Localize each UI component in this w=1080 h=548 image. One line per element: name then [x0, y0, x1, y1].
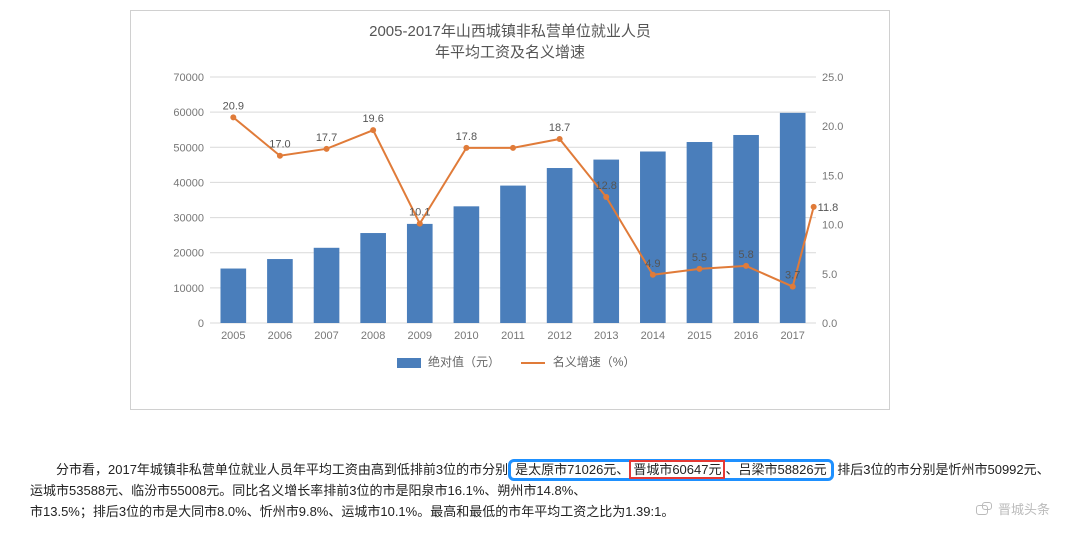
svg-text:25.0: 25.0 — [822, 72, 843, 84]
wechat-icon — [976, 502, 992, 516]
legend-line-swatch — [521, 362, 545, 364]
svg-text:0.0: 0.0 — [822, 318, 837, 330]
para-t2: 是太原市71026元、 — [515, 462, 629, 477]
svg-text:20.9: 20.9 — [223, 100, 244, 112]
chart-card: 2005-2017年山西城镇非私营单位就业人员 年平均工资及名义增速 0 1000… — [130, 10, 890, 410]
svg-text:15.0: 15.0 — [822, 170, 843, 182]
watermark-text: 晋城头条 — [998, 499, 1050, 518]
highlight-blue: 是太原市71026元、晋城市60647元、吕梁市58826元 — [508, 459, 833, 481]
svg-text:5.5: 5.5 — [692, 252, 707, 264]
svg-text:30000: 30000 — [173, 213, 204, 225]
svg-text:18.7: 18.7 — [549, 122, 570, 134]
legend-bar-swatch — [397, 358, 421, 368]
svg-text:70000: 70000 — [173, 72, 204, 84]
chart-plot: 0 10000 20000 30000 40000 50000 60000 70000 0.0 5… — [160, 69, 860, 349]
svg-text:19.6: 19.6 — [362, 113, 383, 125]
svg-text:50000: 50000 — [173, 142, 204, 154]
svg-text:10000: 10000 — [173, 283, 204, 295]
para-t5: 市13.5%；排后3位的市是大同市8.0%、忻州市9.8%、运城市10.1%。最… — [30, 504, 674, 519]
watermark: 晋城头条 — [976, 499, 1050, 518]
svg-text:5.8: 5.8 — [738, 249, 753, 261]
chart-legend: 绝对值（元） 名义增速（%） — [151, 353, 869, 370]
svg-text:2016: 2016 — [734, 330, 758, 342]
svg-text:2006: 2006 — [268, 330, 292, 342]
svg-text:12.8: 12.8 — [596, 180, 617, 192]
chart-title-line2: 年平均工资及名义增速 — [151, 42, 869, 63]
svg-text:10.1: 10.1 — [409, 207, 430, 219]
svg-text:17.7: 17.7 — [316, 132, 337, 144]
para-t1: 分市看，2017年城镇非私营单位就业人员年平均工资由高到低排前3位的市分别 — [56, 462, 508, 477]
svg-text:0: 0 — [198, 318, 204, 330]
svg-text:40000: 40000 — [173, 177, 204, 189]
highlight-red: 晋城市60647元 — [629, 460, 725, 479]
svg-text:20.0: 20.0 — [822, 121, 843, 133]
svg-text:2009: 2009 — [408, 330, 432, 342]
analysis-paragraph: 分市看，2017年城镇非私营单位就业人员年平均工资由高到低排前3位的市分别是太原… — [30, 460, 1050, 522]
svg-text:20000: 20000 — [173, 248, 204, 260]
chart-title-line1: 2005-2017年山西城镇非私营单位就业人员 — [151, 21, 869, 42]
svg-text:10.0: 10.0 — [822, 220, 843, 232]
svg-text:5.0: 5.0 — [822, 269, 837, 281]
svg-text:2013: 2013 — [594, 330, 618, 342]
svg-text:2008: 2008 — [361, 330, 385, 342]
legend-line-label: 名义增速（%） — [553, 355, 636, 369]
svg-text:2012: 2012 — [547, 330, 571, 342]
svg-text:2015: 2015 — [687, 330, 711, 342]
chart-svg: 0 10000 20000 30000 40000 50000 60000 70000 0.0 5… — [160, 69, 860, 349]
svg-text:11.8: 11.8 — [818, 202, 839, 214]
svg-text:3.7: 3.7 — [785, 270, 800, 282]
svg-text:17.8: 17.8 — [456, 131, 477, 143]
legend-bar-label: 绝对值（元） — [428, 355, 500, 369]
svg-text:2017: 2017 — [780, 330, 804, 342]
svg-text:2011: 2011 — [501, 330, 525, 342]
svg-text:2014: 2014 — [641, 330, 665, 342]
chart-title: 2005-2017年山西城镇非私营单位就业人员 年平均工资及名义增速 — [151, 21, 869, 63]
svg-text:2010: 2010 — [454, 330, 478, 342]
svg-text:4.9: 4.9 — [645, 258, 660, 270]
para-t3: 、吕梁市58826元 — [725, 462, 826, 477]
svg-text:17.0: 17.0 — [269, 139, 290, 151]
svg-text:2005: 2005 — [221, 330, 245, 342]
svg-text:2007: 2007 — [314, 330, 338, 342]
svg-text:60000: 60000 — [173, 107, 204, 119]
